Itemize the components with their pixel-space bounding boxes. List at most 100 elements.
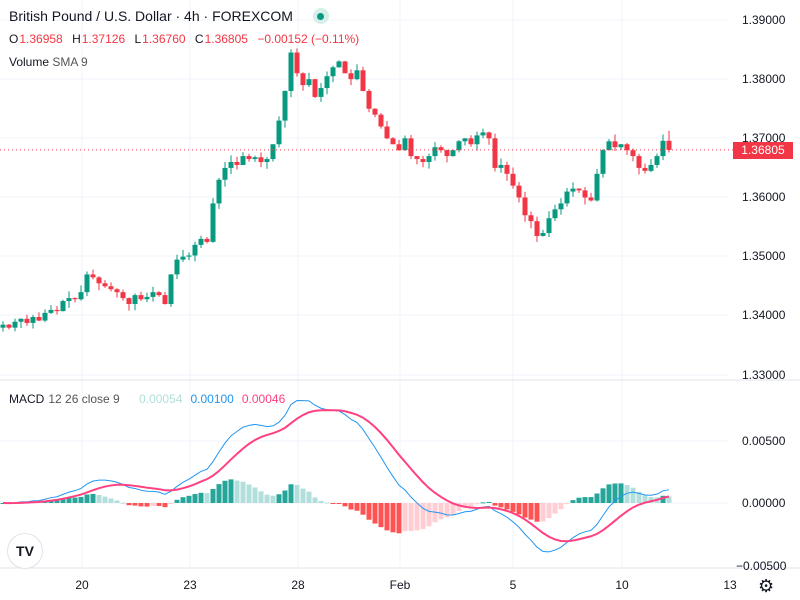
macd-line-value: 0.00100 bbox=[190, 392, 234, 406]
settings-gear-icon[interactable]: ⚙ bbox=[758, 576, 775, 596]
macd-histogram-bar bbox=[174, 499, 180, 503]
macd-histogram-bar bbox=[216, 484, 222, 503]
time-tick: 10 bbox=[615, 578, 629, 592]
candle-body bbox=[564, 191, 570, 204]
candle-body bbox=[12, 321, 18, 328]
macd-histogram-bar bbox=[330, 503, 336, 504]
candle-body bbox=[114, 289, 120, 293]
macd-histogram-bar bbox=[114, 500, 120, 503]
macd-histogram-bar bbox=[348, 503, 354, 510]
candle-body bbox=[336, 61, 342, 68]
low-value: 1.36760 bbox=[142, 32, 186, 46]
candle-body bbox=[540, 233, 546, 236]
candle-body bbox=[204, 238, 210, 242]
change-value: −0.00152 (−0.11%) bbox=[257, 32, 360, 46]
macd-tick: −0.00500 bbox=[736, 559, 787, 573]
candle-body bbox=[648, 164, 654, 171]
candle-body bbox=[78, 292, 84, 300]
candle-body bbox=[588, 197, 594, 201]
candle-body bbox=[270, 144, 276, 160]
macd-histogram-bar bbox=[126, 503, 132, 506]
candle-body bbox=[384, 126, 390, 139]
candle-body bbox=[210, 203, 216, 242]
time-tick: 13 bbox=[723, 578, 737, 592]
macd-line bbox=[2, 400, 670, 553]
macd-histogram-bar bbox=[294, 484, 300, 503]
tradingview-logo[interactable]: TV bbox=[7, 533, 43, 569]
macd-histogram-bar bbox=[228, 479, 234, 503]
candle-body bbox=[348, 73, 354, 80]
candle-body bbox=[666, 140, 672, 150]
open-value: 1.36958 bbox=[19, 32, 63, 46]
candle-body bbox=[36, 317, 42, 321]
macd-legend[interactable]: MACD 12 26 close 9 0.00054 0.00100 0.00046 bbox=[9, 392, 293, 406]
volume-legend[interactable]: Volume SMA 9 bbox=[9, 55, 88, 69]
macd-label: MACD bbox=[9, 392, 45, 406]
candle-body bbox=[516, 185, 522, 198]
candle-body bbox=[174, 259, 180, 275]
candle-body bbox=[510, 173, 516, 186]
macd-histogram-bar bbox=[588, 497, 594, 503]
macd-histogram-bar bbox=[246, 484, 252, 503]
candle-body bbox=[216, 179, 222, 204]
macd-histogram-bar bbox=[618, 483, 624, 503]
candle-body bbox=[354, 70, 360, 80]
macd-histogram-bar bbox=[366, 503, 372, 520]
candle-body bbox=[294, 52, 300, 74]
macd-histogram-bar bbox=[546, 503, 552, 519]
macd-histogram-bar bbox=[204, 493, 210, 503]
high-label: H bbox=[72, 32, 81, 46]
candle-body bbox=[378, 114, 384, 127]
candle-body bbox=[126, 298, 132, 304]
candle-body bbox=[84, 274, 90, 293]
candle-body bbox=[414, 156, 420, 160]
candle-body bbox=[312, 79, 318, 97]
candle-body bbox=[318, 88, 324, 97]
macd-histogram-bar bbox=[486, 501, 492, 503]
macd-histogram-bar bbox=[324, 502, 330, 504]
candle-body bbox=[42, 312, 48, 321]
macd-histogram-bar bbox=[90, 493, 96, 503]
candle-body bbox=[522, 197, 528, 216]
macd-histogram-bar bbox=[606, 484, 612, 503]
macd-histogram-bar bbox=[72, 497, 78, 503]
candle-body bbox=[444, 150, 450, 157]
macd-signal-line bbox=[2, 409, 670, 543]
volume-label: Volume bbox=[9, 55, 50, 69]
low-label: L bbox=[134, 32, 142, 46]
macd-histogram-bar bbox=[198, 492, 204, 503]
candle-body bbox=[264, 159, 270, 162]
macd-histogram-bar bbox=[96, 494, 102, 503]
macd-hist-value: 0.00054 bbox=[139, 392, 183, 406]
candle-body bbox=[432, 147, 438, 157]
candle-body bbox=[546, 218, 552, 233]
candle-body bbox=[192, 244, 198, 256]
candle-body bbox=[654, 156, 660, 165]
candle-body bbox=[606, 141, 612, 151]
candle-body bbox=[162, 295, 168, 304]
macd-histogram-bar bbox=[84, 494, 90, 503]
candle-body bbox=[408, 138, 414, 157]
candle-body bbox=[252, 157, 258, 160]
candle-body bbox=[612, 141, 618, 148]
candle-body bbox=[228, 162, 234, 168]
candle-body bbox=[6, 324, 12, 328]
candle-body bbox=[426, 156, 432, 162]
macd-histogram-bar bbox=[156, 503, 162, 506]
candle-body bbox=[504, 164, 510, 174]
symbol-title[interactable]: British Pound / U.S. Dollar · 4h · FOREX… bbox=[9, 8, 293, 24]
macd-histogram-bar bbox=[408, 503, 414, 532]
candle-body bbox=[630, 150, 636, 157]
macd-params: 12 26 close 9 bbox=[48, 392, 120, 406]
macd-histogram-bar bbox=[630, 487, 636, 503]
candle-body bbox=[246, 156, 252, 160]
macd-histogram-bar bbox=[138, 503, 144, 507]
macd-histogram-bar bbox=[402, 503, 408, 532]
last-price-label: 1.36805 bbox=[733, 142, 793, 159]
macd-histogram-bar bbox=[516, 503, 522, 515]
macd-histogram-bar bbox=[360, 503, 366, 515]
macd-histogram-bar bbox=[354, 503, 360, 511]
macd-histogram-bar bbox=[240, 481, 246, 503]
macd-histogram-bar bbox=[456, 503, 462, 512]
